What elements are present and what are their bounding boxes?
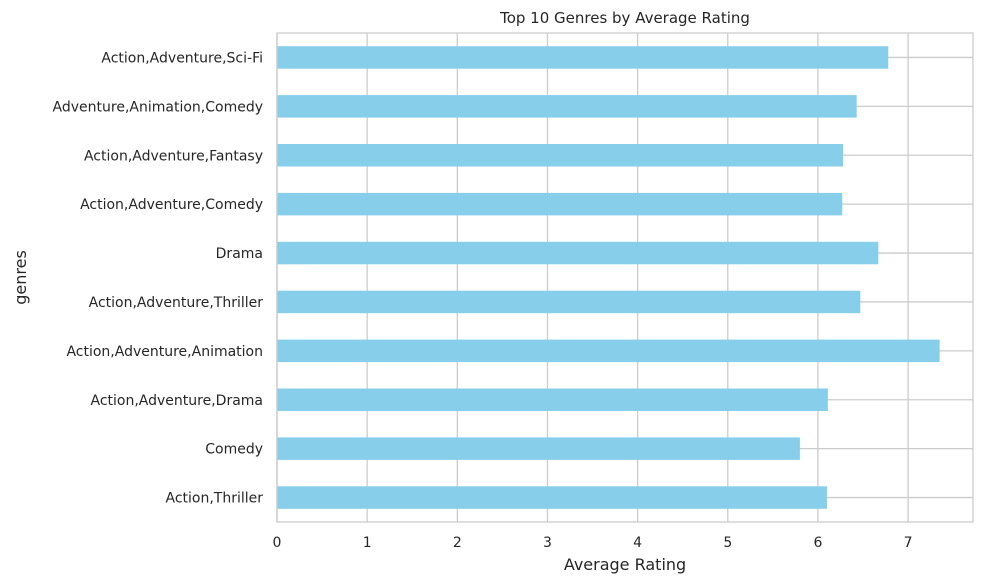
y-tick-label: Action,Adventure,Sci-Fi — [101, 50, 263, 66]
bar — [277, 486, 827, 509]
x-tick-label: 4 — [633, 535, 642, 551]
x-tick-label: 2 — [453, 535, 462, 551]
bars — [277, 46, 940, 509]
bar — [277, 339, 940, 363]
x-tick-labels: 0 1 2 3 4 5 6 7 — [273, 535, 913, 551]
x-tick-label: 6 — [813, 535, 822, 551]
y-tick-label: Action,Adventure,Thriller — [89, 295, 264, 311]
x-tick-label: 3 — [543, 535, 552, 551]
x-axis-label: Average Rating — [564, 555, 686, 574]
y-tick-label: Action,Thriller — [165, 491, 263, 507]
bar — [277, 192, 843, 216]
bar — [277, 290, 861, 314]
bar — [277, 241, 879, 265]
bar — [277, 144, 844, 167]
y-tick-labels: Action,Adventure,Sci-Fi Adventure,Animati… — [53, 50, 264, 506]
y-tick-label: Action,Adventure,Comedy — [80, 197, 263, 213]
x-tick-label: 5 — [723, 535, 732, 551]
y-tick-label: Adventure,Animation,Comedy — [53, 99, 263, 115]
y-tick-label: Action,Adventure,Fantasy — [84, 148, 263, 164]
bar — [277, 388, 828, 411]
chart-title: Top 10 Genres by Average Rating — [499, 9, 750, 27]
y-tick-label: Comedy — [205, 442, 263, 458]
y-tick-label: Action,Adventure,Drama — [91, 393, 264, 409]
y-tick-label: Action,Adventure,Animation — [66, 344, 263, 360]
bar — [277, 46, 889, 69]
x-tick-label: 7 — [904, 535, 913, 551]
x-tick-label: 1 — [363, 535, 372, 551]
y-axis-label: genres — [11, 250, 30, 305]
plot-frame — [276, 32, 974, 523]
x-tick-label: 0 — [273, 535, 282, 551]
bar — [277, 437, 800, 460]
bar — [277, 95, 857, 118]
y-tick-label: Drama — [216, 246, 263, 262]
